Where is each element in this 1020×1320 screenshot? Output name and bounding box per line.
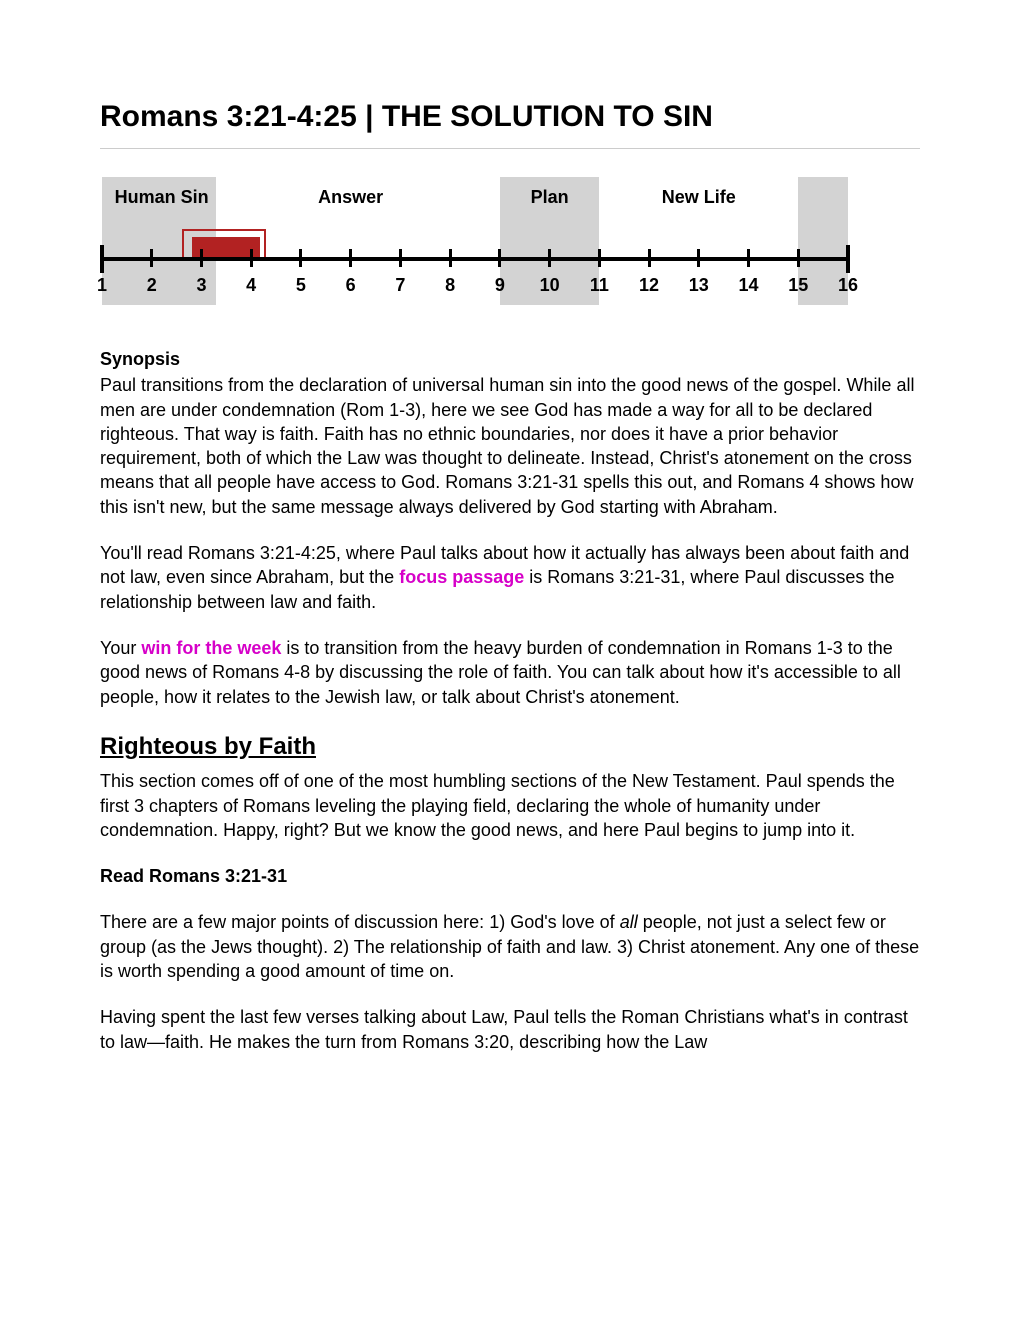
timeline-tick — [598, 249, 601, 267]
timeline-tick-label: 10 — [540, 275, 560, 296]
timeline-tick-label: 5 — [296, 275, 306, 296]
text-run: There are a few major points of discussi… — [100, 912, 620, 932]
timeline-tick-label: 1 — [97, 275, 107, 296]
timeline-tick — [747, 249, 750, 267]
timeline-tick-label: 6 — [346, 275, 356, 296]
timeline-tick — [648, 249, 651, 267]
synopsis-paragraph-3: Your win for the week is to transition f… — [100, 636, 920, 709]
synopsis-heading: Synopsis — [100, 347, 920, 371]
page-title: Romans 3:21-4:25 | THE SOLUTION TO SIN — [100, 100, 920, 134]
righteous-paragraph-1: This section comes off of one of the mos… — [100, 769, 920, 842]
timeline-tick — [449, 249, 452, 267]
read-heading: Read Romans 3:21-31 — [100, 864, 920, 888]
timeline-tick — [250, 249, 253, 267]
timeline-tick-label: 13 — [689, 275, 709, 296]
title-divider — [100, 148, 920, 149]
text-run: Your — [100, 638, 141, 658]
win-for-week-label: win for the week — [141, 638, 281, 658]
timeline-tick — [697, 249, 700, 267]
timeline-tick-label: 2 — [147, 275, 157, 296]
timeline-tick — [200, 249, 203, 267]
synopsis-paragraph-1: Paul transitions from the declaration of… — [100, 373, 920, 519]
timeline-tick-label: 16 — [838, 275, 858, 296]
timeline-diagram: Human SinAnswerPlanNew Life1234567891011… — [100, 177, 850, 317]
timeline-section-label: Answer — [318, 187, 383, 208]
timeline-tick — [399, 249, 402, 267]
timeline-tick-label: 3 — [196, 275, 206, 296]
timeline-tick — [349, 249, 352, 267]
timeline-section-label: Human Sin — [115, 187, 209, 208]
timeline-tick-label: 14 — [739, 275, 759, 296]
timeline-section-label: New Life — [662, 187, 736, 208]
discussion-paragraph-1: There are a few major points of discussi… — [100, 910, 920, 983]
timeline-tick — [299, 249, 302, 267]
discussion-paragraph-2: Having spent the last few verses talking… — [100, 1005, 920, 1054]
timeline-endcap — [100, 245, 104, 273]
timeline-endcap — [846, 245, 850, 273]
timeline-tick-label: 12 — [639, 275, 659, 296]
focus-passage-label: focus passage — [399, 567, 524, 587]
timeline-tick — [548, 249, 551, 267]
timeline-tick-label: 4 — [246, 275, 256, 296]
document-body: Synopsis Paul transitions from the decla… — [100, 347, 920, 1054]
timeline-tick-label: 7 — [395, 275, 405, 296]
timeline-tick-label: 15 — [788, 275, 808, 296]
timeline-tick-label: 11 — [590, 275, 609, 296]
emphasis-all: all — [620, 912, 638, 932]
timeline-tick — [150, 249, 153, 267]
righteous-heading: Righteous by Faith — [100, 731, 920, 763]
timeline-axis — [100, 257, 850, 261]
synopsis-paragraph-2: You'll read Romans 3:21-4:25, where Paul… — [100, 541, 920, 614]
timeline-section-label: Plan — [531, 187, 569, 208]
timeline-tick-label: 9 — [495, 275, 505, 296]
timeline-tick-label: 8 — [445, 275, 455, 296]
timeline-tick — [797, 249, 800, 267]
timeline-tick — [498, 249, 501, 267]
